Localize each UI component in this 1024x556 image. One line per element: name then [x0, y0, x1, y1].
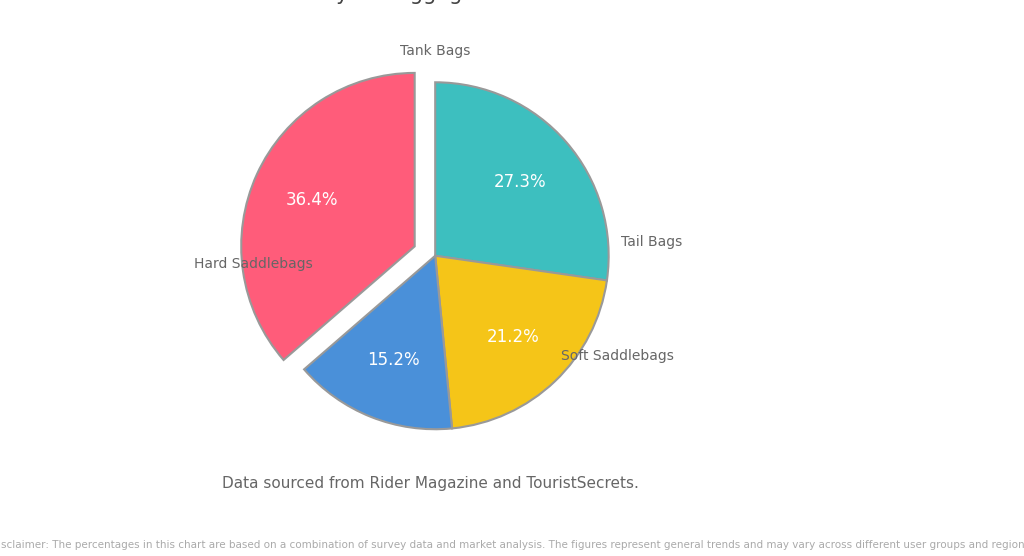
Text: Hard Saddlebags: Hard Saddlebags: [194, 257, 312, 271]
Text: 21.2%: 21.2%: [486, 328, 540, 346]
Text: 27.3%: 27.3%: [495, 173, 547, 191]
Text: Tail Bags: Tail Bags: [622, 235, 683, 249]
Text: Disclaimer: The percentages in this chart are based on a combination of survey d: Disclaimer: The percentages in this char…: [0, 540, 1024, 550]
Text: Soft Saddlebags: Soft Saddlebags: [561, 349, 674, 364]
Text: 36.4%: 36.4%: [286, 191, 338, 208]
Text: Tank Bags: Tank Bags: [400, 44, 470, 58]
Title: Motorcycle Luggage Preferences: Motorcycle Luggage Preferences: [265, 0, 605, 4]
Wedge shape: [242, 73, 415, 360]
Wedge shape: [435, 82, 608, 280]
Wedge shape: [435, 256, 607, 429]
Text: 15.2%: 15.2%: [367, 351, 420, 370]
Wedge shape: [304, 256, 452, 429]
Text: Data sourced from Rider Magazine and TouristSecrets.: Data sourced from Rider Magazine and Tou…: [221, 476, 639, 491]
